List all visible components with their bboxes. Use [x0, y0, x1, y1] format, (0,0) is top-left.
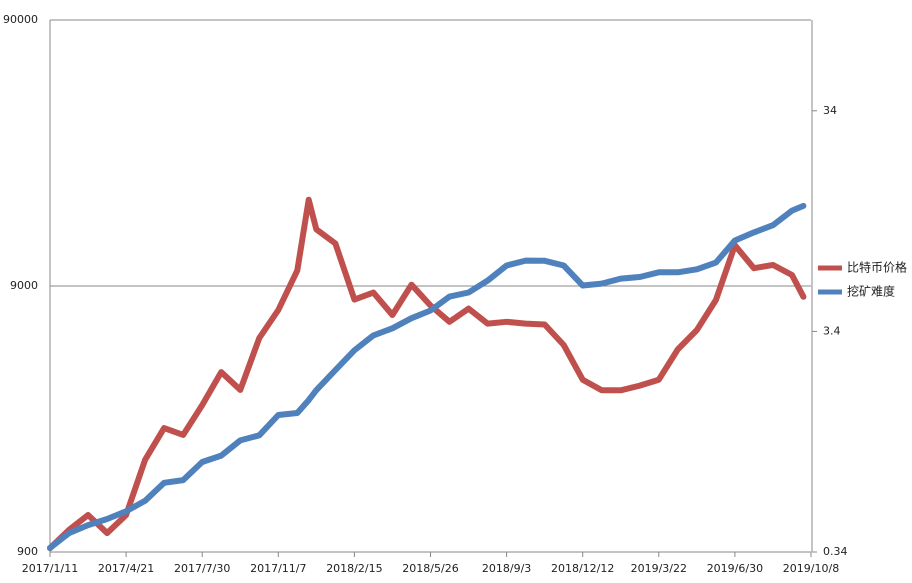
x-tick-label: 2018/12/12: [551, 562, 614, 575]
series-line: [47, 196, 807, 552]
x-tick-label: 2017/4/21: [98, 562, 154, 575]
x-tick-label: 2018/2/15: [326, 562, 382, 575]
series-line: [47, 202, 807, 551]
x-tick-label: 2017/1/11: [22, 562, 78, 575]
x-tick-label: 2019/6/30: [707, 562, 763, 575]
x-tick-label: 2018/5/26: [402, 562, 458, 575]
legend-label: 挖矿难度: [847, 284, 895, 299]
legend-label: 比特币价格: [847, 260, 907, 275]
x-tick-label: 2017/11/7: [250, 562, 306, 575]
x-tick-label: 2019/3/22: [631, 562, 687, 575]
x-tick-label: 2018/9/3: [482, 562, 531, 575]
y-tick-label: 9000: [10, 279, 38, 292]
y-tick-label: 900: [17, 545, 38, 558]
x-tick-label: 2017/7/30: [174, 562, 230, 575]
y2-tick-label: 34: [823, 104, 837, 117]
y2-tick-label: 0.34: [823, 545, 848, 558]
y-tick-label: 90000: [3, 13, 38, 26]
x-tick-label: 2019/10/8: [783, 562, 839, 575]
y2-tick-label: 3.4: [823, 324, 841, 337]
